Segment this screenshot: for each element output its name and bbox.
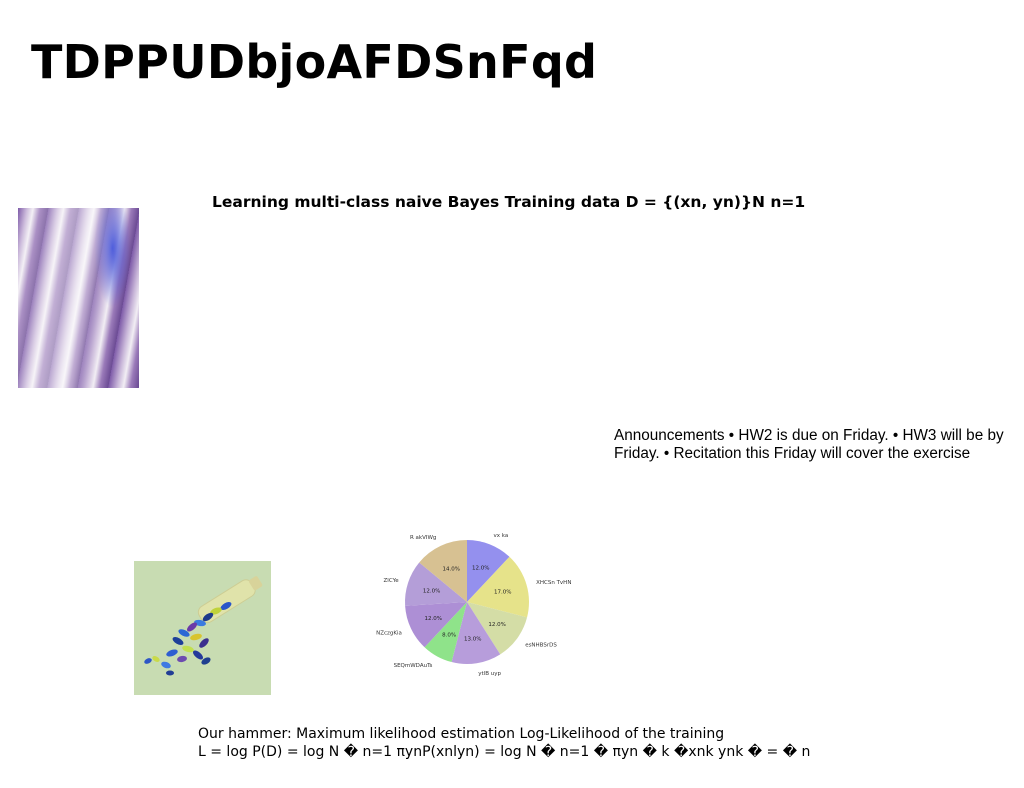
pie-slice bbox=[467, 540, 510, 602]
pills-bottle-photo bbox=[134, 561, 271, 695]
pie-slice bbox=[467, 602, 528, 655]
pie-percent-label: 13.0% bbox=[464, 637, 481, 643]
pie-percent-label: 12.0% bbox=[488, 622, 505, 628]
pie-slice bbox=[467, 556, 529, 618]
pie-percent-label: 12.0% bbox=[423, 589, 440, 595]
hammer-line-2: L = log P(D) = log N � n=1 πynP(xnlyn) =… bbox=[198, 744, 811, 760]
pie-slice bbox=[405, 602, 467, 648]
pie-slice bbox=[451, 602, 501, 664]
page-title: TDPPUDbjoAFDSnFqd bbox=[31, 35, 598, 89]
pie-percent-labels: 12.0% 17.0% 12.0% 13.0% 8.0% 12.0% 12.0% 14.0% bbox=[423, 565, 512, 642]
pie-slice bbox=[419, 540, 467, 602]
pie-category-label: XHCSn TvHN bbox=[536, 580, 571, 586]
pie-category-label: ZlCYe bbox=[384, 578, 400, 584]
pie-category-label: SEQmWDAuTs bbox=[394, 663, 433, 669]
pie-percent-label: 14.0% bbox=[442, 566, 459, 572]
pie-slice bbox=[424, 602, 467, 663]
hammer-text: Our hammer: Maximum likelihood estimatio… bbox=[198, 725, 811, 761]
pie-category-labels: vx ka XHCSn TvHN esNHBSrDS ytlB uyp SEQmWDAu… bbox=[376, 533, 571, 677]
slide-subtitle: Learning multi-class naive Bayes Trainin… bbox=[212, 193, 806, 211]
pill-cluster bbox=[144, 602, 232, 676]
abstract-blur-photo bbox=[18, 208, 139, 388]
pie-percent-label: 8.0% bbox=[442, 633, 456, 639]
pie-percent-label: 12.0% bbox=[472, 565, 489, 571]
hammer-line-1: Our hammer: Maximum likelihood estimatio… bbox=[198, 726, 725, 742]
pie-category-label: NZczgKia bbox=[376, 631, 402, 637]
pie-slice bbox=[404, 562, 467, 606]
pie-slices bbox=[404, 540, 529, 664]
pie-category-label: ytlB uyp bbox=[478, 671, 501, 677]
pie-chart: 12.0%17.0%12.0%13.0%8.0%12.0%12.0%14.0% … bbox=[376, 533, 571, 677]
pills-illustration bbox=[134, 561, 271, 695]
pie-percent-label: 12.0% bbox=[425, 616, 442, 622]
pie-category-label: vx ka bbox=[494, 533, 509, 539]
pie-percent-label: 17.0% bbox=[494, 590, 511, 596]
announcement-text: Announcements • HW2 is due on Friday. • … bbox=[614, 427, 1004, 462]
pie-category-label: esNHBSrDS bbox=[525, 642, 557, 648]
pie-category-label: R akVIWg bbox=[410, 535, 436, 541]
